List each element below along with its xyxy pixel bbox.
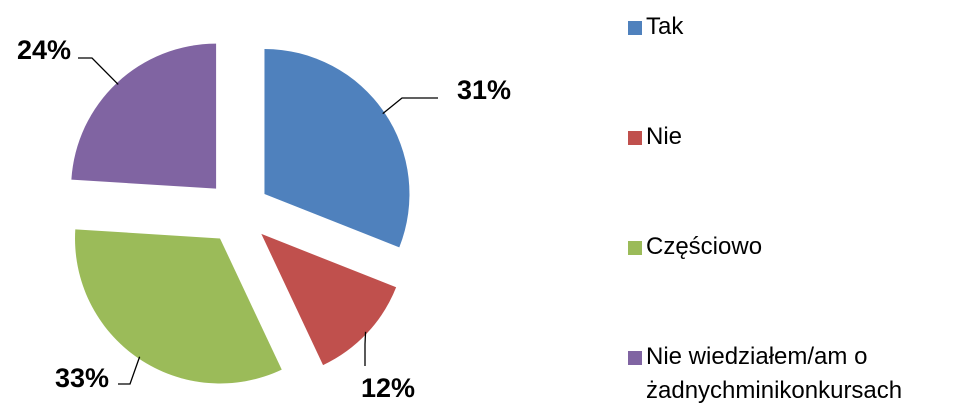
data-label: 24% xyxy=(17,35,71,65)
legend-item: Nie wiedziałem/am o żadnychminikonkursac… xyxy=(628,340,963,408)
legend-label: Tak xyxy=(646,13,684,40)
legend-label: Częściowo xyxy=(646,233,763,260)
legend-label: Nie wiedziałem/am o żadnychminikonkursac… xyxy=(646,343,903,404)
legend-swatch xyxy=(628,21,642,35)
pie-slice xyxy=(264,49,410,248)
leader-line xyxy=(364,331,367,366)
data-label: 33% xyxy=(55,363,109,393)
legend-swatch xyxy=(628,351,642,365)
legend-item: Nie xyxy=(628,120,963,154)
data-label: 12% xyxy=(361,373,415,403)
pie-slice xyxy=(261,233,397,366)
data-label: 31% xyxy=(457,75,511,105)
pie-slice xyxy=(75,229,282,384)
legend-swatch xyxy=(628,241,642,255)
legend-swatch xyxy=(628,131,642,145)
legend-item: Tak xyxy=(628,10,963,44)
legend-label: Nie xyxy=(646,123,683,150)
leader-line xyxy=(78,57,119,85)
leader-line xyxy=(382,97,438,115)
leader-line xyxy=(118,356,141,385)
legend-item: Częściowo xyxy=(628,230,963,264)
pie-slice xyxy=(71,43,217,189)
